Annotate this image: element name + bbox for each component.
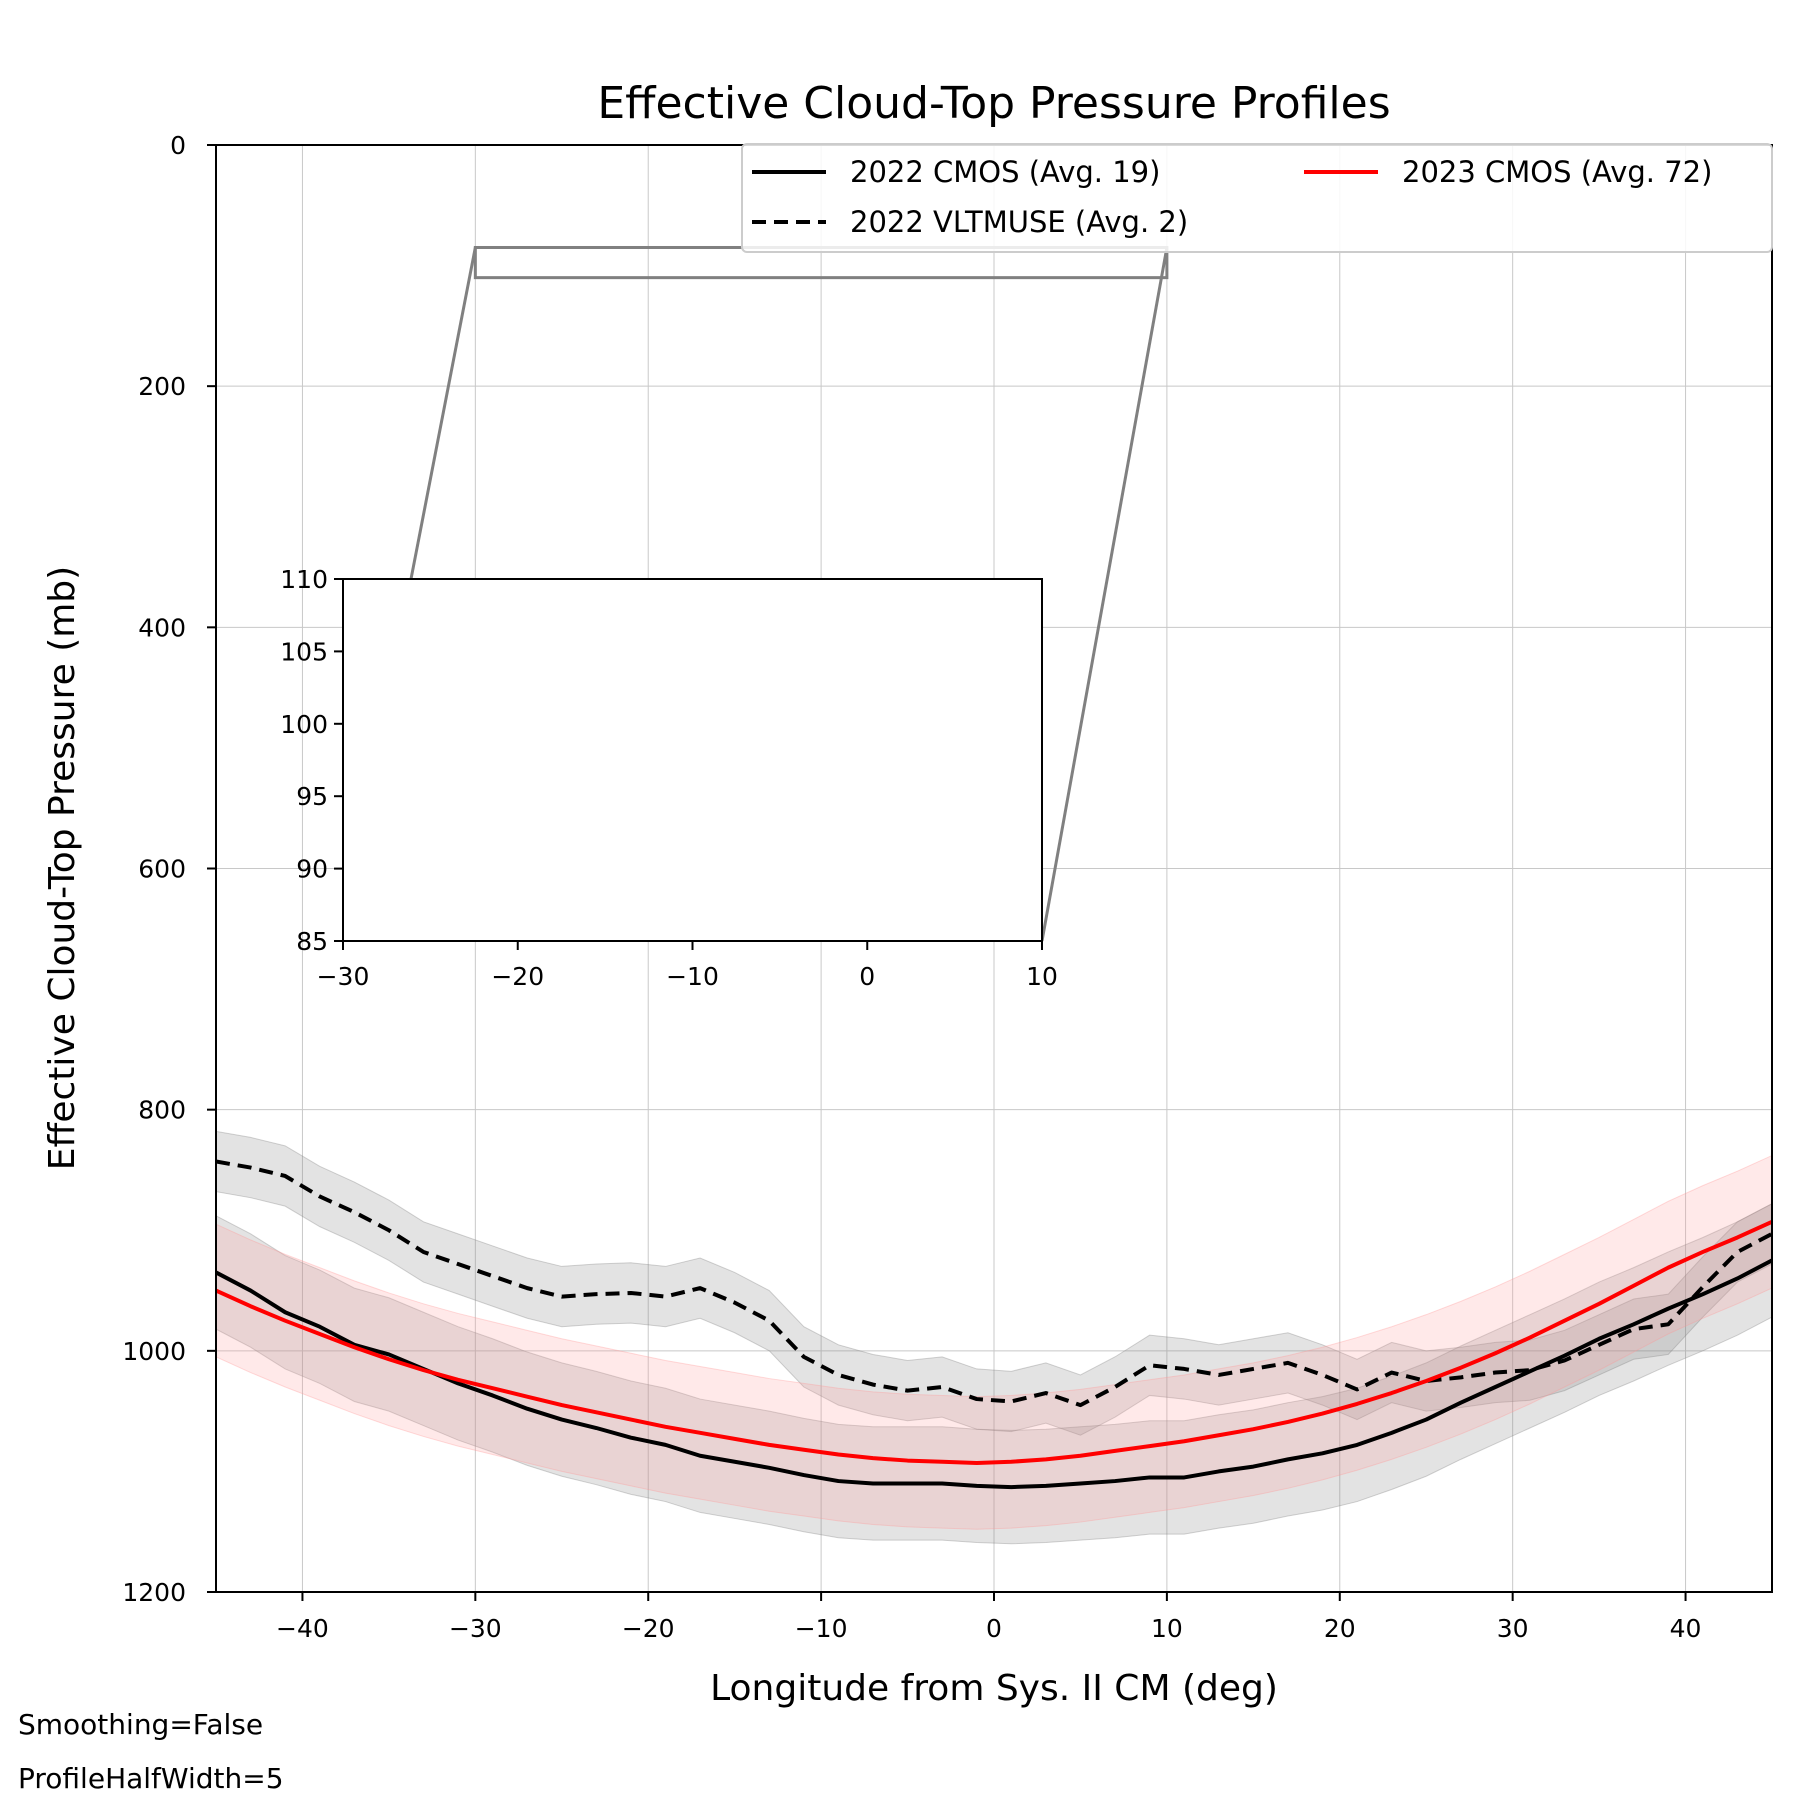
x-tick-label: 30 [1497,1614,1529,1643]
inset-frame [342,578,1043,942]
x-tick-label: −10 [795,1614,848,1643]
inset-y-tick-label: 100 [280,710,328,739]
inset-axes: −30 −20 −10 0 10 85 90 95 100 105 110 [280,565,1058,991]
y-axis-label: Effective Cloud-Top Pressure (mb) [42,566,83,1170]
legend-label-2: 2023 CMOS (Avg. 72) [1402,155,1712,189]
y-tick-label: 600 [138,855,186,884]
x-tick-label: 0 [986,1614,1002,1643]
series-band-1 [216,1130,1772,1436]
inset-x-tick-label: −30 [317,962,370,991]
inset-y-tick-label: 95 [296,782,328,811]
inset-x-tick-label: −20 [491,962,544,991]
chart-title: Effective Cloud-Top Pressure Profiles [597,78,1390,129]
legend: 2022 CMOS (Avg. 19) 2022 VLTMUSE (Avg. 2)… [741,143,1773,253]
legend-box [741,143,1773,253]
y-tick-label: 200 [138,372,186,401]
inset-x-tick-label: −10 [666,962,719,991]
x-tick-label: 40 [1670,1614,1702,1643]
smoothing-note: Smoothing=False [18,1708,264,1741]
y-tick-label: 1000 [122,1337,186,1366]
series-band-0 [216,1203,1772,1545]
inset-y-tick-label: 105 [280,637,328,666]
series-line-2 [216,1219,1772,1465]
series-line-1 [216,1159,1772,1408]
series-line-0 [216,1258,1772,1490]
x-axis-label: Longitude from Sys. II CM (deg) [710,1668,1278,1709]
x-tick-label: −40 [276,1614,329,1643]
inset-x-tick-label: 10 [1026,962,1058,991]
profile-halfwidth-note: ProfileHalfWidth=5 [18,1762,284,1795]
legend-label-1: 2022 VLTMUSE (Avg. 2) [850,205,1188,239]
y-tick-label: 800 [138,1096,186,1125]
zoom-connector-right [1040,247,1169,942]
x-tick-label: −30 [449,1614,502,1643]
x-tick-label: −20 [622,1614,675,1643]
x-tick-label: 10 [1151,1614,1183,1643]
zoom-connector-left [409,247,477,580]
inset-y-tick-label: 90 [296,855,328,884]
legend-label-0: 2022 CMOS (Avg. 19) [850,155,1160,189]
inset-y-tick-label: 85 [296,927,328,956]
inset-y-tick-label: 110 [280,565,328,594]
x-tick-label: 20 [1324,1614,1356,1643]
inset-x-tick-label: 0 [859,962,875,991]
lines-layer [216,1159,1772,1490]
y-tick-label: 400 [138,613,186,642]
y-tick-label: 1200 [122,1578,186,1607]
axes-layer: −40 −30 −20 −10 0 10 20 30 400200400600800100012… [122,131,1701,1643]
y-tick-label: 0 [170,131,186,160]
